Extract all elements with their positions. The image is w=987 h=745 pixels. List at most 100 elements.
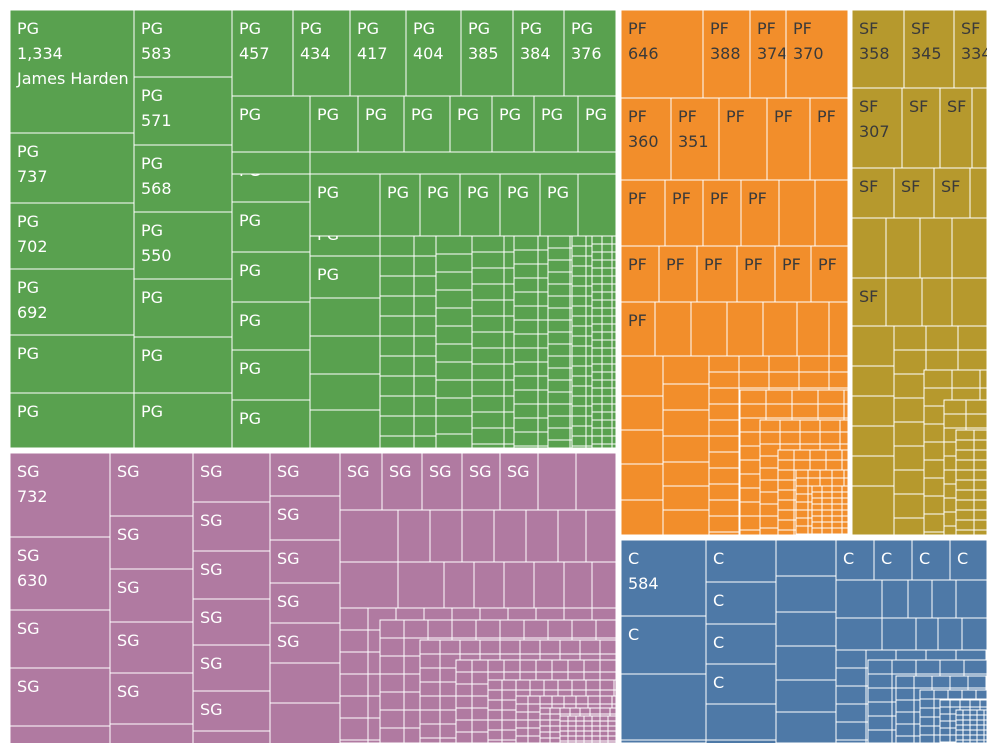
pg-cell[interactable] [513, 361, 539, 377]
c-cell[interactable] [881, 617, 917, 651]
pg-cell[interactable] [513, 235, 539, 251]
sg-cell[interactable] [397, 561, 445, 609]
sg-cell[interactable] [607, 725, 617, 732]
sg-cell[interactable] [339, 673, 369, 697]
sf-cell[interactable] [973, 499, 987, 511]
c-cell[interactable] [976, 709, 985, 716]
pg-cell[interactable] [231, 301, 311, 351]
sg-cell[interactable] [591, 561, 617, 609]
pg-cell[interactable] [611, 363, 617, 373]
pf-cell[interactable] [821, 533, 833, 536]
pg-cell[interactable] [499, 173, 541, 237]
sg-cell[interactable] [471, 707, 489, 721]
sg-cell[interactable] [419, 681, 441, 697]
c-cell[interactable] [775, 539, 837, 577]
pf-cell[interactable] [777, 459, 795, 471]
pf-cell[interactable] [843, 469, 849, 479]
pf-cell[interactable] [662, 509, 710, 536]
c-cell[interactable] [891, 659, 917, 675]
pg-cell[interactable] [601, 427, 613, 437]
pf-cell[interactable] [620, 301, 656, 357]
sg-cell[interactable] [503, 561, 535, 609]
pg-cell[interactable] [601, 371, 613, 381]
c-cell[interactable] [955, 734, 964, 741]
sf-cell[interactable] [973, 429, 987, 441]
pf-cell[interactable] [662, 485, 710, 511]
sg-cell[interactable] [527, 703, 541, 713]
sg-cell[interactable] [471, 683, 489, 697]
pf-cell[interactable] [841, 485, 849, 493]
sg-cell[interactable] [539, 725, 551, 733]
pg-cell[interactable] [611, 387, 617, 397]
c-cell[interactable] [775, 679, 837, 713]
sg-cell[interactable] [499, 639, 521, 655]
pg-cell[interactable] [611, 243, 617, 253]
sg-cell[interactable] [599, 707, 611, 715]
sg-cell[interactable] [589, 707, 601, 715]
sg-cell[interactable] [515, 735, 529, 744]
sf-cell[interactable] [885, 277, 923, 327]
pg-cell[interactable] [405, 9, 462, 97]
pf-cell[interactable] [708, 435, 740, 453]
sg-cell[interactable] [475, 619, 501, 639]
pg-cell[interactable] [379, 355, 415, 377]
pg-cell[interactable] [571, 245, 587, 257]
pf-cell[interactable] [831, 477, 845, 487]
c-cell[interactable] [835, 703, 867, 723]
sf-cell[interactable] [851, 455, 895, 487]
sf-cell[interactable] [893, 373, 927, 399]
pg-cell[interactable] [513, 431, 539, 447]
sg-cell[interactable] [455, 731, 473, 744]
pf-cell[interactable] [766, 97, 811, 181]
sg-cell[interactable] [439, 639, 461, 655]
c-cell[interactable] [969, 719, 978, 726]
pf-cell[interactable] [817, 389, 845, 405]
pg-cell[interactable] [601, 323, 613, 333]
sg-cell[interactable] [487, 709, 503, 721]
c-cell[interactable] [939, 706, 951, 715]
pg-cell[interactable] [435, 307, 473, 327]
c-cell[interactable] [976, 724, 985, 731]
sf-cell[interactable] [943, 399, 967, 415]
c-cell[interactable] [939, 713, 951, 722]
sg-cell[interactable] [379, 619, 405, 639]
sg-cell[interactable] [379, 727, 405, 744]
pg-cell[interactable] [435, 415, 473, 435]
pg-cell[interactable] [601, 283, 613, 293]
c-cell[interactable] [939, 659, 965, 675]
sf-cell[interactable] [851, 167, 895, 219]
pf-cell[interactable] [828, 371, 849, 389]
sg-cell[interactable] [339, 452, 383, 511]
sg-cell[interactable] [379, 655, 405, 675]
c-cell[interactable] [931, 675, 951, 689]
pg-cell[interactable] [513, 249, 539, 265]
sf-cell[interactable] [955, 479, 975, 491]
pg-cell[interactable] [379, 275, 415, 297]
pg-cell[interactable] [611, 275, 617, 285]
pg-cell[interactable] [513, 389, 539, 405]
pf-cell[interactable] [811, 533, 823, 536]
pg-cell[interactable] [611, 411, 617, 421]
c-cell[interactable] [962, 739, 971, 744]
pf-cell[interactable] [807, 469, 821, 479]
pf-cell[interactable] [662, 383, 710, 411]
c-cell[interactable] [620, 739, 707, 744]
sg-cell[interactable] [419, 723, 441, 739]
pg-cell[interactable] [379, 435, 415, 449]
pf-cell[interactable] [739, 403, 767, 419]
pf-cell[interactable] [821, 509, 833, 517]
pf-cell[interactable] [765, 389, 793, 405]
pg-cell[interactable] [133, 392, 233, 449]
pf-cell[interactable] [759, 527, 781, 536]
pf-cell[interactable] [831, 469, 845, 479]
pg-cell[interactable] [591, 275, 603, 285]
sg-cell[interactable] [515, 695, 529, 705]
sf-cell[interactable] [955, 449, 975, 461]
sf-cell[interactable] [973, 529, 987, 536]
sg-cell[interactable] [451, 619, 477, 639]
sg-cell[interactable] [9, 452, 111, 538]
sg-cell[interactable] [339, 561, 399, 609]
c-cell[interactable] [955, 709, 964, 716]
pf-cell[interactable] [839, 431, 849, 445]
pf-cell[interactable] [825, 449, 843, 461]
